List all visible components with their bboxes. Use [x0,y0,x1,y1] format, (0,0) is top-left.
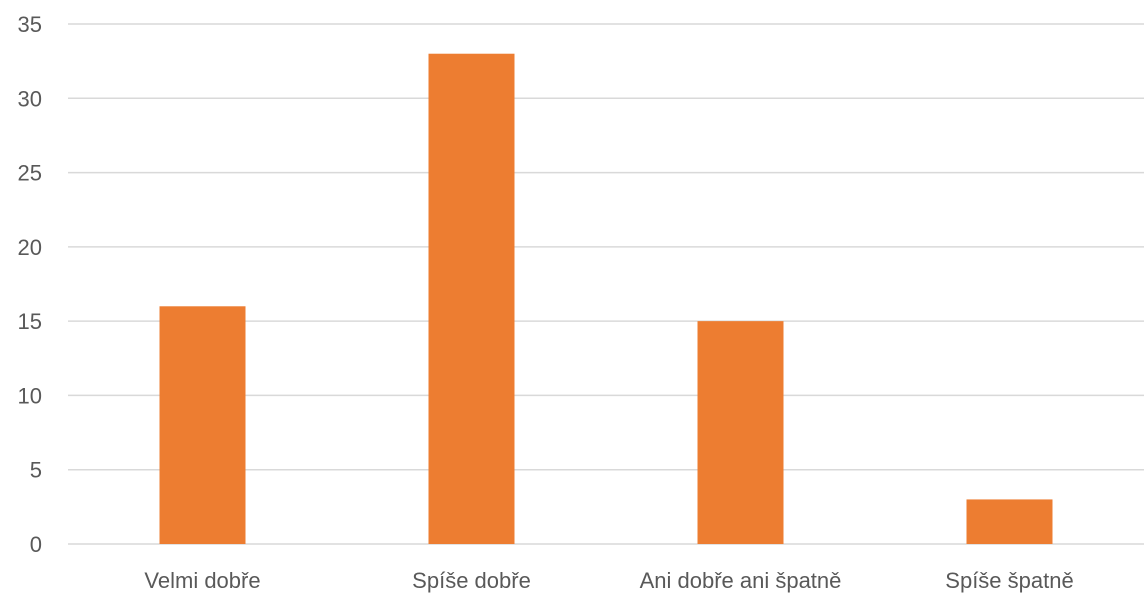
y-tick-label: 35 [18,12,42,37]
bar [428,53,515,544]
x-category-label: Spíše špatně [945,568,1073,593]
x-category-label: Spíše dobře [412,568,531,593]
x-category-label: Ani dobře ani špatně [640,568,842,593]
bar [159,306,246,544]
x-category-label: Velmi dobře [144,568,260,593]
x-axis-category-labels: Velmi dobře Spíše dobře Ani dobře ani špat… [144,568,1073,593]
y-tick-label: 20 [18,235,42,260]
y-tick-label: 30 [18,86,42,111]
y-tick-label: 25 [18,161,42,186]
y-tick-label: 10 [18,383,42,408]
bar [697,321,784,544]
y-tick-label: 5 [30,458,42,483]
gridlines [68,23,1144,545]
y-tick-label: 0 [30,532,42,557]
bars [159,53,1053,544]
y-tick-label: 15 [18,309,42,334]
y-axis-tick-labels: 0 5 10 15 20 25 30 35 [18,12,42,557]
bar [966,499,1053,544]
